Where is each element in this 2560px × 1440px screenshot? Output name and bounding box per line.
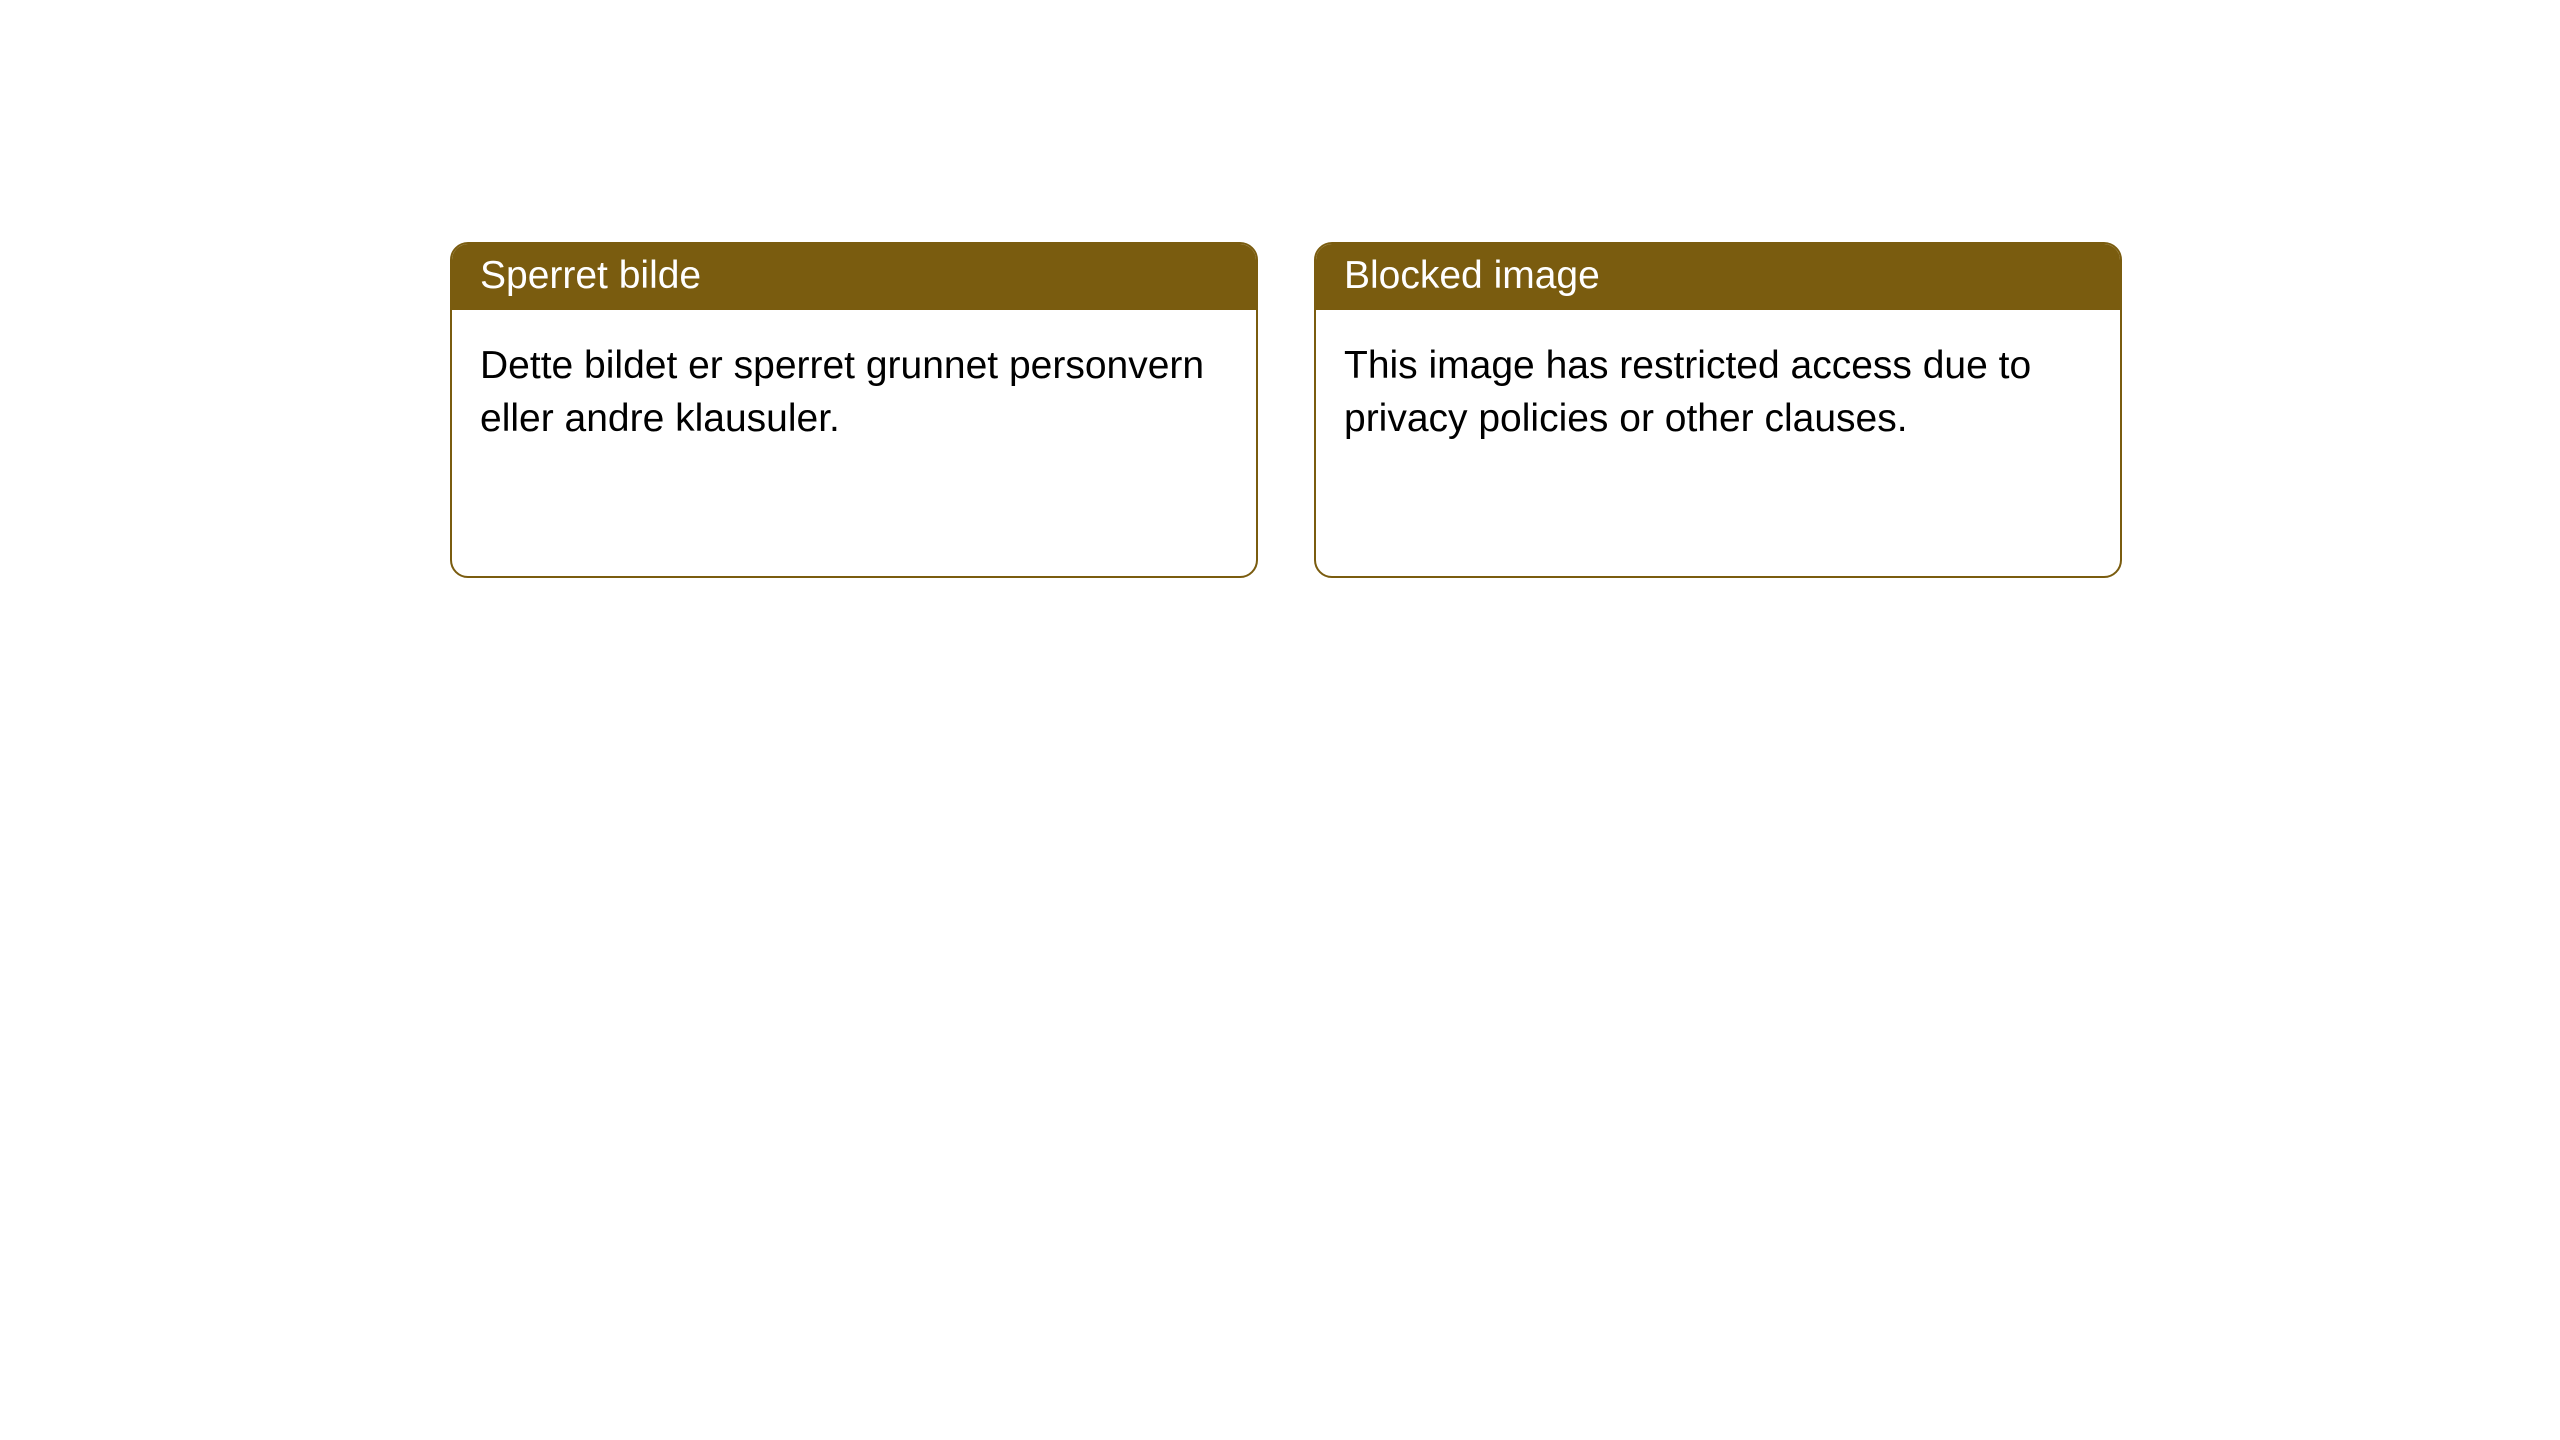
notice-body: This image has restricted access due to … — [1316, 310, 2120, 475]
notice-title: Blocked image — [1316, 244, 2120, 310]
notice-card-english: Blocked image This image has restricted … — [1314, 242, 2122, 578]
notice-body: Dette bildet er sperret grunnet personve… — [452, 310, 1256, 475]
notice-container: Sperret bilde Dette bildet er sperret gr… — [450, 242, 2122, 578]
notice-card-norwegian: Sperret bilde Dette bildet er sperret gr… — [450, 242, 1258, 578]
notice-title: Sperret bilde — [452, 244, 1256, 310]
